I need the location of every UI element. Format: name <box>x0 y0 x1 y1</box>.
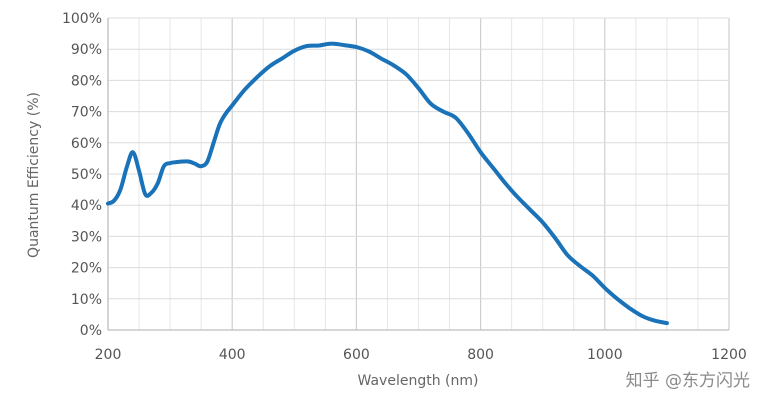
y-tick-label: 50% <box>71 167 102 183</box>
series-layer <box>106 41 669 326</box>
x-tick-label: 600 <box>343 347 370 363</box>
series-line-quantum-efficiency <box>106 41 669 326</box>
x-tick-label: 800 <box>467 347 494 363</box>
y-tick-label: 30% <box>71 229 102 245</box>
y-tick-label: 10% <box>71 292 102 308</box>
y-tick-label: 40% <box>71 198 102 214</box>
y-axis-title: Quantum Efficiency (%) <box>26 92 42 258</box>
y-tick-label: 100% <box>62 11 102 27</box>
x-tick-label: 400 <box>219 347 246 363</box>
grid-lines <box>107 17 730 331</box>
y-tick-labels: 0% 10% 20% 30% 40% 50% 60% 70% 80% 90% 100% <box>62 11 102 339</box>
x-tick-labels: 200 400 600 800 1000 1200 <box>95 347 747 363</box>
axes <box>107 18 729 331</box>
x-tick-label: 200 <box>95 347 122 363</box>
y-tick-label: 90% <box>71 42 102 58</box>
x-tick-label: 1000 <box>587 347 623 363</box>
watermark-text: 知乎 @东方闪光 <box>625 371 750 391</box>
x-tick-label: 1200 <box>711 347 747 363</box>
x-axis-title: Wavelength (nm) <box>358 373 479 389</box>
y-tick-label: 20% <box>71 261 102 277</box>
y-tick-label: 70% <box>71 105 102 121</box>
y-tick-label: 0% <box>80 323 102 339</box>
y-tick-label: 60% <box>71 136 102 152</box>
y-tick-label: 80% <box>71 73 102 89</box>
